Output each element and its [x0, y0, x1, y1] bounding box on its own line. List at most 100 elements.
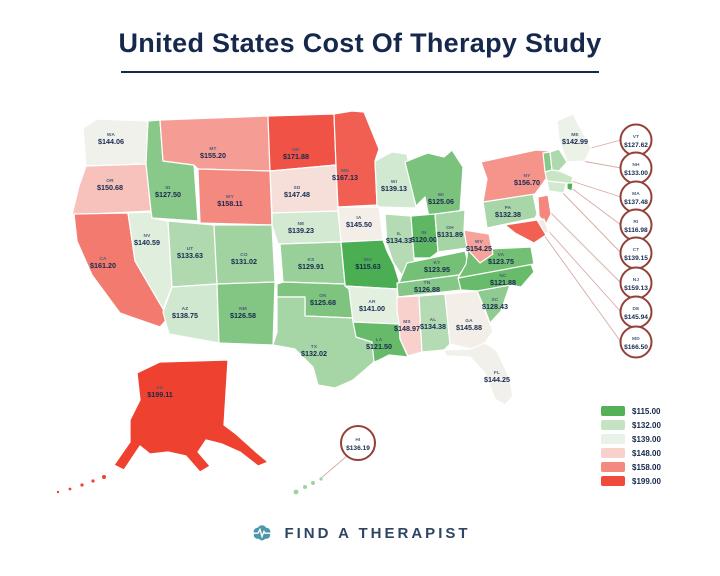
state-abbr-label: IN: [421, 230, 427, 236]
legend-item: $139.00: [601, 434, 661, 444]
state-nm: NM$126.58: [216, 281, 276, 346]
state-value-label: $141.00: [359, 304, 385, 313]
callout-state-value: $139.15: [624, 255, 648, 262]
state-value-label: $121.88: [490, 278, 516, 287]
state-mn: MN$167.13: [332, 110, 380, 208]
state-wy: WY$158.11: [197, 168, 273, 226]
state-value-label: $156.70: [514, 178, 540, 187]
state-abbr-label: GA: [465, 318, 473, 324]
state-abbr-label: AK: [156, 385, 164, 391]
state-wv: WV$154.25: [463, 229, 494, 264]
state-value-label: $155.20: [200, 151, 226, 160]
state-ia: IA$145.50: [337, 206, 384, 243]
state-value-label: $125.06: [428, 197, 454, 206]
callout-state-value: $136.19: [346, 445, 370, 452]
legend-item: $148.00: [601, 448, 661, 458]
legend: $115.00 $132.00 $139.00 $148.00 $158.00 $199.…: [601, 406, 661, 490]
state-value-label: $132.02: [301, 349, 327, 358]
state-abbr-label: ID: [165, 185, 171, 191]
state-abbr-label: AZ: [182, 306, 189, 312]
state-value-label: $134.33: [386, 236, 412, 245]
states-layer: WA$144.06OR$150.68CA$161.20NV$140.59ID$1…: [71, 110, 592, 473]
state-abbr-label: ME: [571, 132, 579, 138]
state-abbr-label: CA: [99, 256, 107, 262]
state-ny: NY$156.70: [480, 149, 553, 203]
callout-state-value: $133.00: [624, 170, 648, 177]
state-co: CO$131.02: [213, 224, 276, 285]
state-abbr-label: TX: [311, 344, 318, 350]
state-value-label: $128.43: [482, 302, 508, 311]
state-value-label: $145.50: [346, 220, 372, 229]
state-shape-ct: [546, 180, 567, 194]
brand-name: FIND A THERAPIST: [284, 524, 471, 542]
state-me: ME$142.99: [556, 113, 592, 163]
state-abbr-label: WI: [391, 179, 398, 185]
state-abbr-label: VA: [498, 252, 505, 258]
callout-state-value: $137.48: [624, 199, 648, 206]
state-abbr-label: MS: [403, 319, 411, 325]
state-shape-fl: [443, 342, 514, 406]
callout-circle-icon: [619, 208, 653, 242]
state-abbr-label: IL: [397, 231, 402, 237]
state-abbr-label: UT: [187, 246, 194, 252]
state-az: AZ$138.75: [162, 283, 220, 344]
state-abbr-label: AL: [430, 317, 437, 323]
callout-vt: VT $127.62: [619, 123, 653, 157]
state-value-label: $123.95: [424, 265, 450, 274]
callout-nh: NH $133.00: [619, 151, 653, 185]
state-value-label: $148.97: [394, 324, 420, 333]
state-or: OR$150.68: [71, 163, 152, 216]
state-abbr-label: NE: [297, 221, 305, 227]
state-value-label: $123.75: [488, 257, 514, 266]
state-value-label: $134.38: [420, 322, 446, 331]
legend-label: $132.00: [632, 420, 661, 430]
state-abbr-label: SC: [491, 297, 498, 303]
state-abbr-label: NY: [523, 173, 531, 179]
callout-hi: HI $136.19: [340, 425, 376, 461]
callout-state-abbr: MA: [632, 191, 640, 197]
callout-de: DE $145.94: [619, 295, 653, 329]
callout-state-value: $145.94: [624, 314, 648, 321]
state-value-label: $142.99: [562, 137, 588, 146]
state-shape-nd: [267, 113, 337, 172]
legend-label: $158.00: [632, 462, 661, 472]
state-shape-nc: [457, 263, 535, 292]
state-value-label: $127.50: [155, 190, 181, 199]
callout-state-abbr: DE: [632, 306, 640, 312]
callout-ri: RI $116.98: [619, 208, 653, 242]
state-shape-mn: [333, 110, 380, 208]
state-abbr-label: WY: [226, 194, 235, 200]
state-shape-ny: [480, 149, 553, 203]
state-value-label: $133.63: [177, 251, 203, 260]
callout-circle-icon: [340, 425, 376, 461]
state-abbr-label: IA: [356, 215, 362, 221]
legend-item: $158.00: [601, 462, 661, 472]
legend-swatch-icon: [601, 462, 625, 472]
legend-label: $115.00: [632, 406, 661, 416]
state-value-label: $167.13: [332, 173, 358, 182]
callout-state-value: $116.98: [624, 227, 648, 234]
state-value-label: $161.20: [90, 261, 116, 270]
callout-ct: CT $139.15: [619, 236, 653, 270]
state-value-label: $132.38: [495, 210, 521, 219]
state-abbr-label: KY: [433, 260, 441, 266]
state-abbr-label: NM: [239, 306, 247, 312]
callout-ma: MA $137.48: [619, 180, 653, 214]
state-value-label: $129.91: [298, 262, 324, 271]
state-nd: ND$171.88: [267, 113, 337, 172]
state-shape-in: [410, 213, 439, 259]
state-value-label: $131.89: [437, 230, 463, 239]
legend-label: $139.00: [632, 434, 661, 444]
callout-state-abbr: NJ: [633, 277, 640, 283]
state-abbr-label: NC: [499, 273, 507, 279]
state-ak: AK$199.11: [113, 359, 269, 473]
state-value-label: $139.23: [288, 226, 314, 235]
callout-circle-icon: [619, 180, 653, 214]
state-value-label: $154.25: [466, 244, 492, 253]
aleutian-islands-icon: [56, 475, 106, 494]
state-shape-al: [418, 293, 451, 353]
state-shape-wy: [197, 168, 273, 226]
state-value-label: $140.59: [134, 238, 160, 247]
